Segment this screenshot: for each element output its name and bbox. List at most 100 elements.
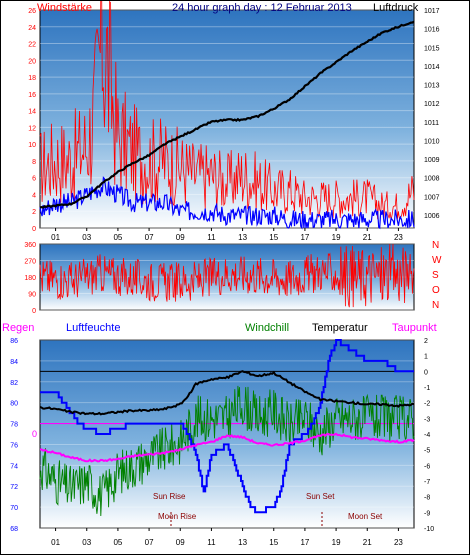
- compass-letter: S: [432, 270, 439, 281]
- pressure-tick-label: 1014: [424, 64, 440, 71]
- wind-tick-label: 2: [32, 209, 36, 216]
- pressure-tick-label: 1013: [424, 83, 440, 90]
- pressure-line: [39, 20, 415, 209]
- wind-tick-label: 8: [32, 159, 36, 166]
- temperature-tick-label: -9: [424, 510, 430, 517]
- direction-tick-label: 90: [28, 292, 36, 299]
- climate-x-tick-label: 13: [238, 538, 247, 547]
- wind-tick-label: 24: [28, 25, 36, 32]
- wind-x-tick-label: 11: [207, 233, 216, 242]
- compass-letter: O: [432, 285, 440, 296]
- pressure-y-axis-labels: 1006 1007 1008 1009 1010 1011 1012 1013 1014 1015…: [424, 8, 440, 220]
- temperature-tick-label: 1: [424, 354, 428, 361]
- wind-x-tick-label: 05: [113, 233, 122, 242]
- gust-line: [39, 0, 415, 221]
- wind-x-tick-label: 01: [51, 233, 60, 242]
- direction-tick-label: 0: [32, 308, 36, 315]
- climate-x-tick-label: 03: [82, 538, 91, 547]
- climate-x-tick-label: 21: [363, 538, 372, 547]
- wind-speed-line: [39, 176, 415, 230]
- climate-x-tick-label: 11: [207, 538, 216, 547]
- humidity-line: [40, 339, 414, 514]
- compass-letter: N: [432, 300, 439, 311]
- temperature-tick-label: -8: [424, 495, 430, 502]
- windchill-line: [39, 385, 415, 517]
- wind-tick-label: 16: [28, 92, 36, 99]
- wind-direction-line: [39, 243, 415, 308]
- direction-series: [39, 243, 415, 308]
- wind-tick-label: 20: [28, 58, 36, 65]
- pressure-tick-label: 1015: [424, 45, 440, 52]
- humidity-tick-label: 70: [10, 505, 18, 512]
- wind-tick-label: 4: [32, 192, 36, 199]
- wind-x-tick-label: 13: [238, 233, 247, 242]
- wind-x-tick-label: 17: [300, 233, 309, 242]
- dewpoint-line: [39, 432, 415, 463]
- temperature-tick-label: 2: [424, 338, 428, 345]
- pressure-tick-label: 1010: [424, 138, 440, 145]
- temperature-tick-label: -5: [424, 448, 430, 455]
- humidity-tick-label: 78: [10, 422, 18, 429]
- pressure-tick-label: 1008: [424, 176, 440, 183]
- pressure-tick-label: 1012: [424, 101, 440, 108]
- pressure-tick-label: 1009: [424, 157, 440, 164]
- temperature-line: [39, 370, 415, 416]
- humidity-tick-label: 74: [10, 463, 18, 470]
- pressure-tick-label: 1011: [424, 120, 439, 127]
- wind-x-tick-label: 21: [363, 233, 372, 242]
- humidity-tick-label: 68: [10, 526, 18, 533]
- sun-set-marker: Sun Set: [306, 492, 335, 501]
- legend-temperature: Temperatur: [312, 322, 368, 334]
- direction-grid: [40, 243, 414, 311]
- climate-x-tick-label: 07: [145, 538, 154, 547]
- temperature-tick-label: -3: [424, 416, 430, 423]
- wind-tick-label: 10: [28, 142, 36, 149]
- wind-tick-label: 18: [28, 75, 36, 82]
- wind-x-tick-label: 09: [176, 233, 185, 242]
- temperature-y-axis-labels: 2 1 0 -1 -2 -3 -4 -5 -6 -7 -8 -9 -10: [424, 338, 434, 533]
- wind-x-tick-label: 15: [269, 233, 278, 242]
- wind-x-tick-label: 19: [332, 233, 341, 242]
- humidity-tick-label: 80: [10, 401, 18, 408]
- climate-x-tick-label: 19: [332, 538, 341, 547]
- rain-value: 0: [32, 429, 37, 439]
- wind-tick-label: 14: [28, 109, 36, 116]
- legend-rain: Regen: [2, 322, 34, 334]
- sun-rise-label: Sun Rise: [153, 492, 186, 501]
- moon-set-label: Moon Set: [348, 512, 383, 521]
- humidity-tick-label: 84: [10, 359, 18, 366]
- pressure-axis-title: Luftdruck: [373, 2, 419, 14]
- wind-x-tick-label: 23: [394, 233, 403, 242]
- wind-x-tick-label: 03: [82, 233, 91, 242]
- compass-letter: N: [432, 240, 439, 251]
- compass-letter: W: [432, 255, 442, 266]
- climate-x-tick-label: 23: [394, 538, 403, 547]
- climate-x-tick-label: 09: [176, 538, 185, 547]
- pressure-tick-label: 1006: [424, 213, 440, 220]
- pressure-tick-label: 1007: [424, 194, 440, 201]
- temperature-tick-label: -6: [424, 463, 430, 470]
- wind-series: [39, 0, 415, 230]
- climate-x-tick-label: 15: [269, 538, 278, 547]
- pressure-tick-label: 1016: [424, 27, 440, 34]
- wind-x-tick-label: 07: [145, 233, 154, 242]
- temperature-tick-label: -7: [424, 479, 430, 486]
- wind-tick-label: 22: [28, 42, 36, 49]
- humidity-y-axis-labels: 68 70 72 74 76 78 80 82 84 86: [10, 338, 18, 533]
- humidity-tick-label: 76: [10, 442, 18, 449]
- direction-tick-label: 270: [24, 259, 36, 266]
- direction-tick-label: 180: [24, 275, 36, 282]
- wind-tick-label: 0: [32, 226, 36, 233]
- wind-x-axis-labels: 01 03 05 07 09 11 13 15 17 19 21 23: [51, 228, 403, 242]
- climate-x-tick-label: 17: [300, 538, 309, 547]
- wind-tick-label: 6: [32, 176, 36, 183]
- direction-tick-label: 360: [24, 242, 36, 249]
- legend-windchill: Windchill: [245, 322, 289, 334]
- wind-tick-label: 26: [28, 8, 36, 15]
- climate-x-axis-labels: 01 03 05 07 09 11 13 15 17 19 21 23: [51, 528, 403, 547]
- temperature-tick-label: -2: [424, 401, 430, 408]
